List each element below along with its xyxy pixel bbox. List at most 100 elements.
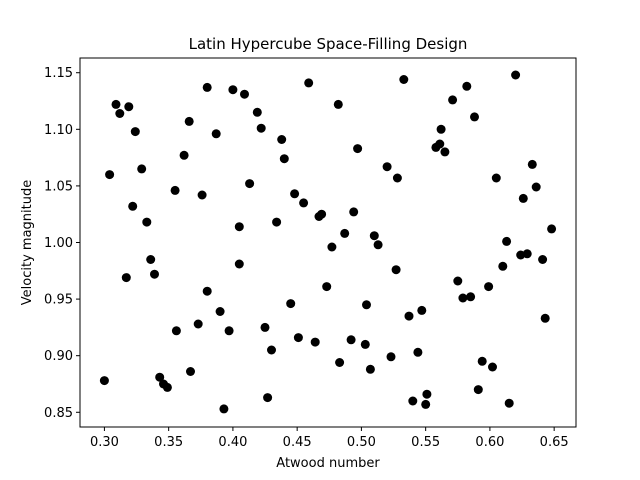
x-tick-label: 0.40 (218, 435, 247, 450)
data-point (286, 299, 296, 309)
data-point (404, 311, 414, 321)
data-point (137, 164, 147, 174)
data-point (322, 282, 332, 292)
data-point (527, 159, 537, 169)
data-point (228, 85, 238, 95)
data-point (386, 352, 396, 362)
x-tick-label: 0.60 (475, 435, 504, 450)
data-point (130, 127, 140, 137)
data-point (234, 222, 244, 232)
data-point (290, 189, 300, 199)
data-point (473, 385, 483, 395)
x-tick-label: 0.30 (90, 435, 119, 450)
data-point (121, 273, 131, 283)
data-point (413, 347, 423, 357)
data-point (462, 81, 472, 91)
data-point (511, 70, 521, 80)
data-point (252, 107, 262, 117)
data-point (240, 89, 249, 99)
data-point (518, 193, 528, 203)
data-point (293, 333, 303, 343)
data-point (522, 249, 532, 259)
data-point (360, 339, 370, 349)
x-axis-label: Atwood number (276, 456, 380, 471)
chart-title: Latin Hypercube Space-Filling Design (189, 35, 468, 53)
data-point (417, 305, 427, 315)
data-point (317, 209, 327, 219)
data-point (277, 135, 287, 144)
y-tick-label: 1.05 (44, 179, 73, 194)
data-point (197, 190, 207, 200)
data-point (211, 129, 221, 139)
data-point (170, 185, 180, 195)
data-point (146, 255, 156, 264)
points-layer (99, 70, 557, 414)
data-point (477, 356, 487, 366)
x-tick-label: 0.50 (347, 435, 376, 450)
data-point (272, 217, 282, 227)
data-point (219, 404, 229, 414)
x-tick-label: 0.65 (540, 435, 569, 450)
data-point (362, 300, 371, 310)
data-point (184, 116, 194, 126)
data-point (304, 78, 314, 88)
data-point (470, 112, 479, 122)
data-point (502, 236, 512, 246)
y-tick-label: 0.85 (44, 406, 73, 421)
x-tick-label: 0.55 (411, 435, 440, 450)
data-point (453, 276, 463, 286)
data-point (382, 162, 392, 172)
data-point (340, 228, 350, 238)
y-tick-label: 1.10 (44, 123, 73, 138)
data-point (202, 286, 212, 296)
data-point (193, 319, 203, 329)
data-point (299, 198, 309, 208)
data-point (421, 399, 431, 409)
y-tick-label: 0.95 (44, 293, 73, 308)
data-point (435, 139, 445, 149)
data-point (491, 173, 501, 183)
data-point (365, 364, 375, 374)
data-point (155, 372, 165, 382)
data-point (392, 173, 402, 183)
data-point (399, 75, 409, 84)
data-point (179, 150, 189, 160)
data-point (162, 382, 172, 392)
y-axis-ticks: 0.85 0.90 0.95 1.00 1.05 1.10 1.15 (44, 66, 80, 421)
data-point (267, 345, 276, 355)
data-point (422, 389, 432, 399)
data-point (346, 335, 356, 345)
data-point (150, 269, 159, 279)
data-point (391, 265, 401, 275)
data-point (263, 393, 273, 403)
data-point (279, 154, 289, 164)
data-point (369, 231, 379, 241)
x-axis-ticks: 0.30 0.35 0.40 0.45 0.50 0.55 0.60 0.65 (90, 427, 569, 450)
data-point (186, 367, 195, 376)
y-tick-label: 0.90 (44, 349, 73, 364)
data-point (333, 99, 343, 109)
data-point (448, 95, 458, 105)
data-point (531, 182, 541, 192)
data-point (504, 398, 514, 408)
data-point (310, 337, 320, 347)
data-point (373, 240, 383, 250)
data-point (171, 326, 181, 336)
data-point (484, 282, 494, 292)
data-point (124, 102, 134, 112)
data-point (202, 82, 212, 92)
data-point (538, 255, 548, 264)
data-point (111, 99, 121, 109)
data-point (466, 292, 476, 302)
data-point (440, 147, 450, 157)
data-point (540, 313, 550, 323)
data-point (245, 179, 255, 189)
data-point (256, 123, 266, 133)
y-axis-label: Velocity magnitude (20, 180, 35, 305)
data-point (327, 242, 337, 252)
data-point (436, 124, 446, 134)
data-point (349, 207, 359, 217)
data-point (498, 261, 508, 271)
